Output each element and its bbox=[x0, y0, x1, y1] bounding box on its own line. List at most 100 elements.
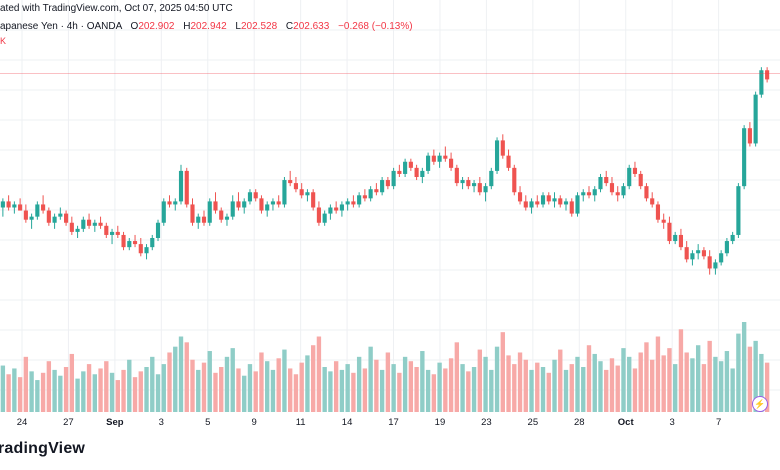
volume-bar bbox=[207, 351, 212, 412]
candle-body bbox=[213, 201, 218, 211]
candle-body bbox=[730, 234, 735, 242]
volume-bar bbox=[471, 367, 477, 412]
volume-bar bbox=[586, 345, 592, 412]
candle-body bbox=[41, 204, 46, 211]
candle-body bbox=[517, 192, 523, 202]
candle-body bbox=[328, 207, 333, 214]
volume-bar bbox=[184, 342, 189, 412]
volume-bar bbox=[0, 365, 6, 412]
candle-body bbox=[443, 155, 448, 159]
volume-bar bbox=[224, 356, 230, 412]
candle-body bbox=[466, 180, 471, 187]
candle-body bbox=[655, 204, 661, 220]
volume-bar bbox=[615, 365, 620, 412]
volume-bar bbox=[161, 364, 166, 412]
volume-bar bbox=[420, 351, 425, 412]
volume-bar bbox=[425, 369, 431, 412]
candle-body bbox=[385, 180, 390, 187]
candle-body bbox=[293, 183, 299, 190]
volume-bar bbox=[402, 356, 408, 412]
volume-bar bbox=[397, 372, 402, 412]
symbol-label: apanese Yen · 4h · OANDA bbox=[0, 21, 122, 32]
tradingview-logo[interactable]: radingView bbox=[0, 440, 86, 457]
candle-body bbox=[69, 222, 74, 232]
candle-body bbox=[92, 222, 97, 226]
open-value: 202.902 bbox=[138, 21, 175, 32]
candle-body bbox=[627, 167, 632, 187]
low-value: 202.528 bbox=[240, 21, 278, 32]
volume-bar bbox=[356, 356, 362, 412]
candle-body bbox=[29, 216, 34, 220]
volume-bar bbox=[86, 364, 92, 412]
candle-body bbox=[282, 180, 287, 205]
candle-body bbox=[109, 231, 115, 235]
volume-bar bbox=[736, 333, 741, 412]
volume-bar bbox=[598, 361, 603, 412]
volume-bar bbox=[368, 346, 373, 412]
candle-body bbox=[184, 170, 189, 205]
volume-bar bbox=[379, 369, 385, 412]
candle-body bbox=[86, 219, 92, 226]
lightning-icon[interactable]: ⚡ bbox=[752, 396, 768, 412]
candle-body bbox=[155, 222, 161, 238]
volume-bar bbox=[621, 348, 626, 412]
candle-body bbox=[449, 158, 454, 168]
candle-body bbox=[586, 192, 592, 196]
volume-bar bbox=[753, 340, 758, 412]
candle-body bbox=[431, 155, 436, 162]
candle-body bbox=[224, 216, 230, 220]
volume-bar bbox=[40, 372, 46, 412]
candle-body bbox=[621, 186, 626, 196]
ohlc-legend: apanese Yen · 4h · OANDA O202.902 H202.9… bbox=[0, 20, 413, 34]
volume-bar bbox=[253, 371, 258, 412]
volume-bar bbox=[339, 369, 345, 412]
candle-body bbox=[460, 180, 465, 184]
candle-body bbox=[569, 201, 574, 214]
candle-body bbox=[270, 201, 276, 205]
volume-bar bbox=[460, 364, 465, 412]
volume-bar bbox=[17, 377, 23, 412]
candle-body bbox=[18, 204, 23, 211]
candle-body bbox=[678, 234, 684, 248]
candle-body bbox=[494, 140, 500, 171]
candle-body bbox=[167, 201, 172, 205]
x-tick-label: 17 bbox=[388, 417, 399, 428]
candle-body bbox=[150, 238, 155, 248]
volume-bar bbox=[655, 336, 661, 412]
volume-bar bbox=[540, 367, 546, 412]
candle-body bbox=[0, 201, 5, 208]
volume-bar bbox=[741, 322, 747, 412]
candle-body bbox=[575, 195, 580, 214]
candle-body bbox=[98, 222, 103, 226]
candle-body bbox=[477, 183, 482, 193]
volume-bar bbox=[178, 336, 184, 412]
volume-bar bbox=[270, 369, 276, 412]
candle-body bbox=[535, 201, 540, 205]
volume-bar bbox=[448, 358, 454, 412]
candle-body bbox=[230, 201, 235, 217]
candle-body bbox=[391, 170, 396, 187]
volume-bar bbox=[259, 352, 264, 412]
candle-body bbox=[23, 210, 28, 220]
volume-bar bbox=[512, 364, 517, 412]
x-tick-label: 11 bbox=[296, 417, 306, 428]
candle-body bbox=[288, 180, 293, 184]
candle-body bbox=[719, 253, 724, 263]
candle-body bbox=[523, 201, 528, 208]
volume-bar bbox=[109, 372, 115, 412]
published-text: ated with TradingView.com, Oct 07, 2025 … bbox=[0, 3, 233, 14]
candle-body bbox=[219, 210, 224, 220]
volume-bar bbox=[138, 371, 143, 412]
candle-body bbox=[690, 253, 695, 260]
x-tick-label: 14 bbox=[342, 417, 353, 428]
candle-body bbox=[242, 201, 247, 208]
volume-bar bbox=[374, 359, 379, 412]
candle-body bbox=[765, 70, 770, 80]
candle-body bbox=[345, 201, 350, 205]
candle-body bbox=[12, 204, 17, 208]
volume-bar bbox=[247, 364, 253, 412]
high-value: 202.942 bbox=[190, 21, 227, 32]
x-tick-label: 9 bbox=[252, 417, 257, 428]
volume-bar bbox=[23, 356, 29, 412]
